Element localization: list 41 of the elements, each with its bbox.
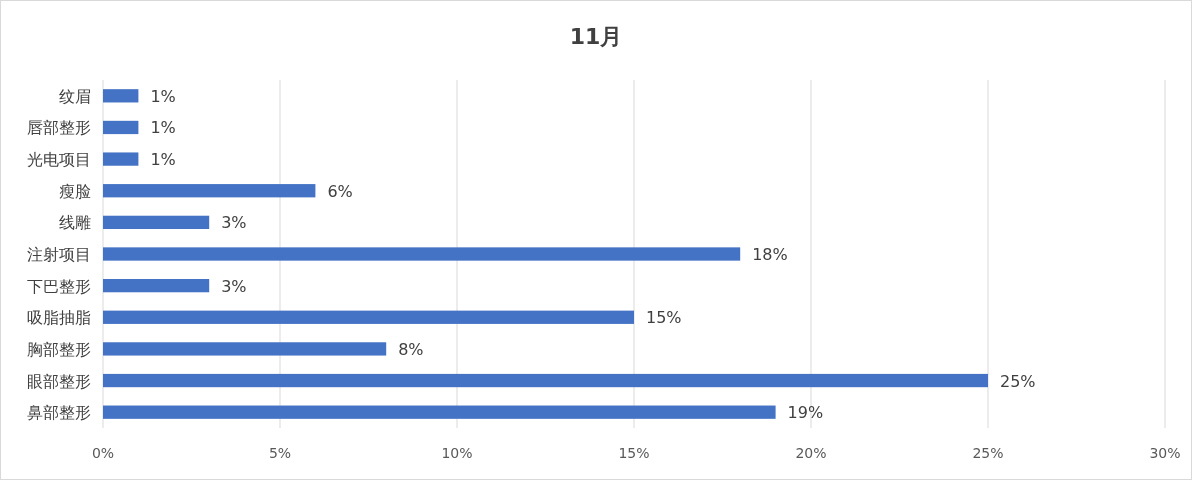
- data-label: 1%: [150, 118, 176, 138]
- data-label: 18%: [752, 245, 788, 264]
- bar: [103, 247, 741, 261]
- x-tick-label: 10%: [441, 445, 473, 461]
- y-tick-label: 线雕: [59, 213, 91, 233]
- y-tick-label: 吸脂抽脂: [27, 308, 91, 328]
- y-tick-label: 胸部整形: [27, 339, 91, 359]
- bar: [103, 89, 139, 103]
- x-tick-label: 30%: [1149, 445, 1181, 461]
- data-label: 1%: [150, 150, 176, 170]
- data-label: 25%: [1000, 371, 1036, 391]
- data-label: 3%: [221, 213, 247, 233]
- x-tick-label: 25%: [972, 445, 1004, 461]
- bar: [103, 152, 139, 166]
- data-label: 19%: [787, 403, 824, 423]
- bar: [103, 342, 387, 356]
- y-tick-label: 鼻部整形: [27, 403, 91, 423]
- data-label: 8%: [398, 339, 424, 359]
- bar: [103, 120, 139, 135]
- x-tick-label: 5%: [268, 445, 292, 461]
- y-tick-label: 瘦脸: [59, 181, 91, 201]
- y-tick-label: 唇部整形: [27, 118, 91, 138]
- y-tick-label: 注射项目: [27, 245, 91, 264]
- bar: [103, 373, 988, 388]
- bar: [103, 215, 210, 230]
- data-label: 1%: [150, 86, 176, 106]
- bar: [103, 405, 776, 419]
- bar: [103, 310, 634, 324]
- x-tick-label: 15%: [618, 445, 650, 461]
- y-tick-label: 眼部整形: [27, 371, 91, 391]
- chart-title: 11月: [569, 24, 623, 49]
- data-label: 3%: [221, 276, 247, 296]
- bar: [103, 184, 316, 198]
- bar: [103, 278, 210, 293]
- data-label: 15%: [646, 308, 682, 328]
- data-label: 6%: [327, 181, 353, 201]
- y-tick-label: 光电项目: [27, 150, 91, 170]
- x-tick-label: 0%: [91, 445, 115, 461]
- y-tick-label: 下巴整形: [27, 276, 91, 296]
- x-tick-label: 20%: [795, 445, 827, 461]
- y-tick-label: 纹眉: [59, 86, 91, 106]
